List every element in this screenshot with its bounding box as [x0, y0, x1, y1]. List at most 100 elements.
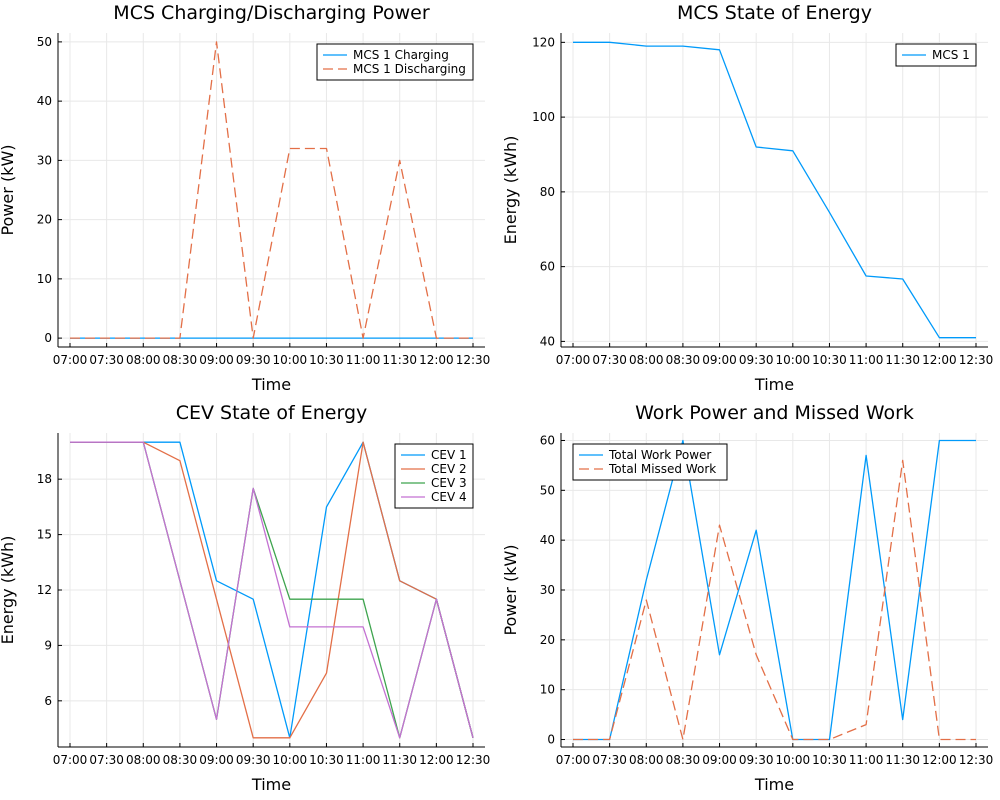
y-tick-label: 18: [37, 472, 52, 486]
x-tick-label: 09:00: [702, 353, 737, 367]
y-tick-label: 10: [37, 272, 52, 286]
x-tick-label: 10:30: [309, 353, 344, 367]
legend-label: CEV 4: [431, 490, 467, 504]
chart-title: Work Power and Missed Work: [635, 402, 914, 424]
legend-label: MCS 1 Charging: [353, 48, 449, 62]
y-axis-label: Power (kW): [501, 544, 520, 635]
x-tick-label: 12:00: [922, 353, 957, 367]
chart-title: CEV State of Energy: [176, 402, 368, 424]
series-line-4: [70, 441, 474, 739]
x-axis-label: Time: [251, 375, 291, 394]
x-tick-label: 10:00: [776, 353, 811, 367]
chart-panel-4: 07:00 07:30 08:00 08:30 09:00 09:30 10:00 10:30…: [501, 402, 993, 794]
x-tick-label: 11:30: [382, 753, 417, 767]
y-tick-label: 80: [540, 185, 555, 199]
y-tick-label: 50: [37, 35, 52, 49]
legend-label: Total Missed Work: [608, 462, 716, 476]
y-tick-label: 120: [532, 35, 555, 49]
y-axis-label: Power (kW): [0, 144, 17, 235]
x-tick-label: 08:30: [163, 353, 198, 367]
y-tick-label: 40: [37, 94, 52, 108]
legend-label: CEV 3: [431, 476, 467, 490]
y-tick-label: 10: [540, 683, 555, 697]
x-tick-label: 07:30: [592, 353, 627, 367]
legend-box: [895, 43, 977, 67]
chart-panel-1: 07:00 07:30 08:00 08:30 09:00 09:30 10:00 10:30…: [0, 2, 490, 394]
legend-label: MCS 1 Discharging: [353, 62, 466, 76]
y-axis-label: Energy (kWh): [0, 536, 17, 645]
x-tick-label: 12:00: [419, 353, 454, 367]
legend-box: [316, 43, 474, 81]
x-tick-label: 10:00: [776, 753, 811, 767]
y-tick-label: 50: [540, 483, 555, 497]
x-tick-label: 11:30: [885, 753, 920, 767]
x-tick-label: 09:30: [739, 353, 774, 367]
x-tick-label: 09:30: [236, 353, 271, 367]
series-line-1: [573, 439, 976, 741]
y-tick-label: 100: [532, 110, 555, 124]
x-tick-label: 10:00: [273, 353, 308, 367]
x-tick-label: 11:00: [849, 353, 884, 367]
chart-panel-3: 07:00 07:30 08:00 08:30 09:00 09:30 10:00 10:30…: [0, 402, 490, 794]
x-tick-label: 12:30: [456, 753, 491, 767]
x-tick-label: 07:30: [89, 353, 124, 367]
x-tick-label: 11:30: [885, 353, 920, 367]
x-tick-label: 12:30: [456, 353, 491, 367]
x-tick-label: 07:30: [89, 753, 124, 767]
x-tick-label: 08:30: [666, 353, 701, 367]
x-tick-label: 07:00: [556, 753, 591, 767]
x-tick-label: 10:30: [812, 753, 847, 767]
y-tick-label: 30: [37, 153, 52, 167]
y-tick-label: 40: [540, 533, 555, 547]
series-line-2: [573, 459, 976, 741]
chart-title: MCS Charging/Discharging Power: [113, 2, 430, 24]
x-tick-label: 11:00: [346, 753, 381, 767]
y-tick-label: 9: [44, 638, 52, 652]
x-axis-label: Time: [251, 775, 291, 794]
y-tick-label: 60: [540, 433, 555, 447]
x-tick-label: 08:00: [629, 353, 664, 367]
x-tick-label: 07:00: [53, 753, 88, 767]
x-tick-label: 09:00: [199, 353, 234, 367]
y-tick-label: 6: [44, 694, 52, 708]
x-tick-label: 08:00: [126, 353, 161, 367]
x-tick-label: 10:00: [273, 753, 308, 767]
x-tick-label: 07:00: [556, 353, 591, 367]
x-tick-label: 07:30: [592, 753, 627, 767]
chart-title: MCS State of Energy: [677, 2, 872, 24]
legend-label: CEV 1: [431, 448, 467, 462]
x-tick-label: 12:00: [922, 753, 957, 767]
legend-label: CEV 2: [431, 462, 467, 476]
x-tick-label: 10:30: [309, 753, 344, 767]
legend-box: [572, 443, 728, 481]
y-tick-label: 12: [37, 583, 52, 597]
x-axis-label: Time: [754, 775, 794, 794]
x-tick-label: 08:30: [163, 753, 198, 767]
x-tick-label: 08:00: [126, 753, 161, 767]
x-tick-label: 11:30: [382, 353, 417, 367]
y-tick-label: 20: [540, 633, 555, 647]
x-tick-label: 11:00: [346, 353, 381, 367]
x-tick-label: 12:00: [419, 753, 454, 767]
y-tick-label: 60: [540, 260, 555, 274]
y-tick-label: 20: [37, 213, 52, 227]
x-tick-label: 09:00: [199, 753, 234, 767]
series-line-1: [573, 41, 976, 339]
y-tick-label: 30: [540, 583, 555, 597]
y-tick-label: 15: [37, 528, 52, 542]
x-tick-label: 09:30: [236, 753, 271, 767]
x-tick-label: 08:00: [629, 753, 664, 767]
x-tick-label: 09:00: [702, 753, 737, 767]
y-tick-label: 0: [547, 733, 555, 747]
x-tick-label: 08:30: [666, 753, 701, 767]
y-tick-label: 40: [540, 334, 555, 348]
x-tick-label: 12:30: [959, 753, 994, 767]
x-tick-label: 10:30: [812, 353, 847, 367]
chart-panel-2: 07:00 07:30 08:00 08:30 09:00 09:30 10:00 10:30…: [501, 2, 993, 394]
x-tick-label: 09:30: [739, 753, 774, 767]
x-tick-label: 11:00: [849, 753, 884, 767]
